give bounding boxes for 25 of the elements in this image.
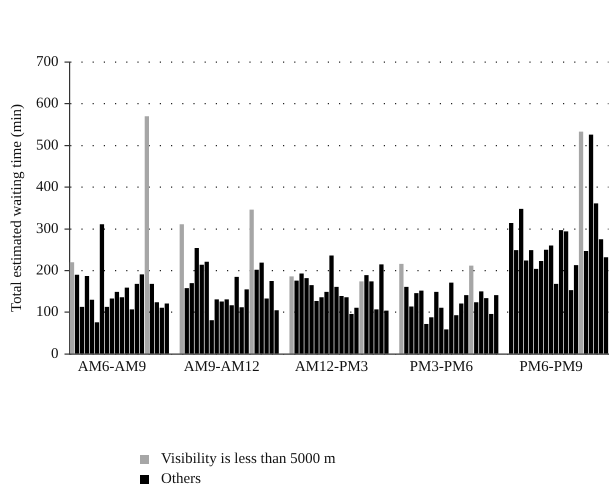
y-tick-label: 100 <box>36 304 58 320</box>
y-tick-label: 300 <box>36 220 58 237</box>
x-tick-label: PM3-PM6 <box>410 358 474 375</box>
bar <box>250 210 254 354</box>
bar <box>144 116 149 354</box>
bar <box>289 276 294 354</box>
bar <box>469 266 474 354</box>
y-tick-label: 600 <box>36 96 58 112</box>
legend-label: Visibility is less than 5000 m <box>161 450 336 469</box>
bar <box>578 132 584 354</box>
y-axis-title: Total estimated waiting time (min) <box>8 104 25 312</box>
x-tick-label: AM9-AM12 <box>184 358 260 375</box>
bar <box>359 281 364 354</box>
x-tick-label: AM12-PM3 <box>294 358 368 375</box>
y-tick-label: 700 <box>36 54 58 70</box>
y-tick-label: 400 <box>36 179 58 196</box>
legend-label: Others <box>161 470 201 484</box>
bar <box>70 262 74 354</box>
bar <box>399 264 404 354</box>
bar <box>180 224 184 354</box>
x-tick-label: PM6-PM9 <box>519 358 583 375</box>
y-tick-label: 500 <box>36 137 58 154</box>
y-tick-label: 200 <box>36 262 58 279</box>
y-tick-label: 0 <box>51 346 58 362</box>
x-tick-label: AM6-AM9 <box>78 358 146 375</box>
